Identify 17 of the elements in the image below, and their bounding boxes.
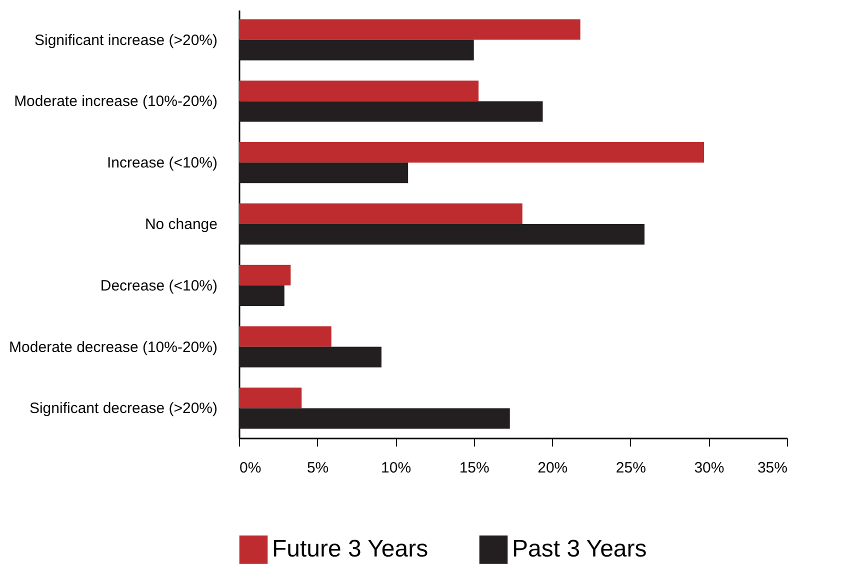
- y-tick-label: Decrease (<10%): [100, 277, 218, 294]
- x-tick-label: 30%: [694, 460, 724, 476]
- y-tick-label: Significant increase (>20%): [34, 32, 218, 49]
- y-tick-label: Significant decrease (>20%): [29, 400, 218, 418]
- x-tick-label: 5%: [306, 460, 329, 476]
- y-tick-label: Increase (<10%): [107, 154, 218, 172]
- x-tick-label: 10%: [381, 460, 412, 476]
- y-tick-label: Moderate decrease (10%-20%): [9, 338, 218, 356]
- x-tick-label: 25%: [616, 460, 646, 476]
- legend-label: Past 3 Years: [512, 536, 647, 563]
- x-tick-label: 20%: [538, 460, 568, 476]
- x-tick-label: 0%: [240, 460, 262, 476]
- y-tick-label: Moderate increase (10%-20%): [14, 93, 218, 110]
- x-tick-label: 15%: [459, 460, 490, 476]
- x-tick-label: 35%: [757, 460, 788, 476]
- y-tick-label: No change: [144, 216, 218, 233]
- legend-label: Future 3 Years: [272, 536, 428, 563]
